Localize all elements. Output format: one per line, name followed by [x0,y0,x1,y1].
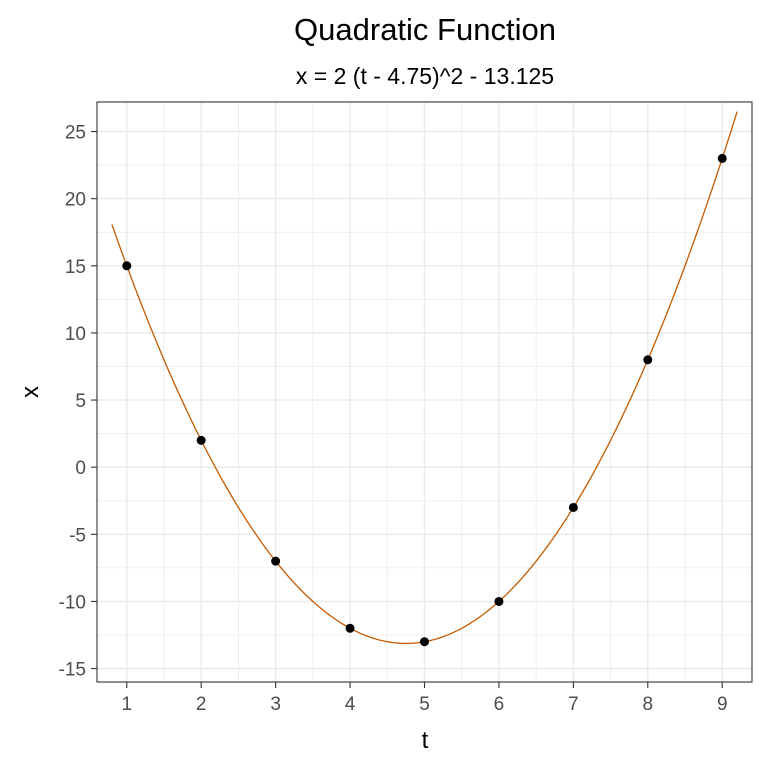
y-tick-label: 20 [65,190,86,211]
x-tick-label: 2 [196,694,207,715]
y-tick-label: 0 [75,458,86,479]
chart-title: Quadratic Function [294,12,556,47]
data-point [494,596,504,606]
y-axis-title: x [17,386,44,398]
data-point [196,435,206,445]
x-tick-label: 7 [568,694,579,715]
chart-subtitle: x = 2 (t - 4.75)^2 - 13.125 [296,63,554,89]
data-points [122,153,727,647]
y-tick-label: -15 [59,660,86,681]
y-tick-label: 25 [65,123,86,144]
x-tick-label: 1 [121,694,132,715]
x-axis-title: t [422,727,429,754]
x-tick-label: 5 [419,694,430,715]
data-point [420,637,429,647]
x-tick-label: 6 [494,694,505,715]
x-tick-label: 9 [717,694,728,715]
data-point [717,153,727,163]
y-tick-label: 15 [65,257,86,278]
x-tick-label: 3 [270,694,281,715]
x-tick-label: 8 [643,694,654,715]
data-point [122,261,132,271]
grid [97,102,752,682]
panel-border [96,101,753,683]
y-tick-label: 10 [65,324,86,345]
y-tick-label: -5 [69,525,86,546]
data-point [568,502,578,512]
data-point [271,556,281,566]
y-tick-label: -10 [59,592,86,613]
axis-ticks: 1 2 3 4 5 6 7 8 9 -15 -10 -5 0 5 10 15 20 25 [59,123,728,715]
y-tick-label: 5 [75,391,86,412]
data-point [345,623,355,633]
x-tick-label: 4 [345,694,356,715]
data-point [643,355,653,365]
